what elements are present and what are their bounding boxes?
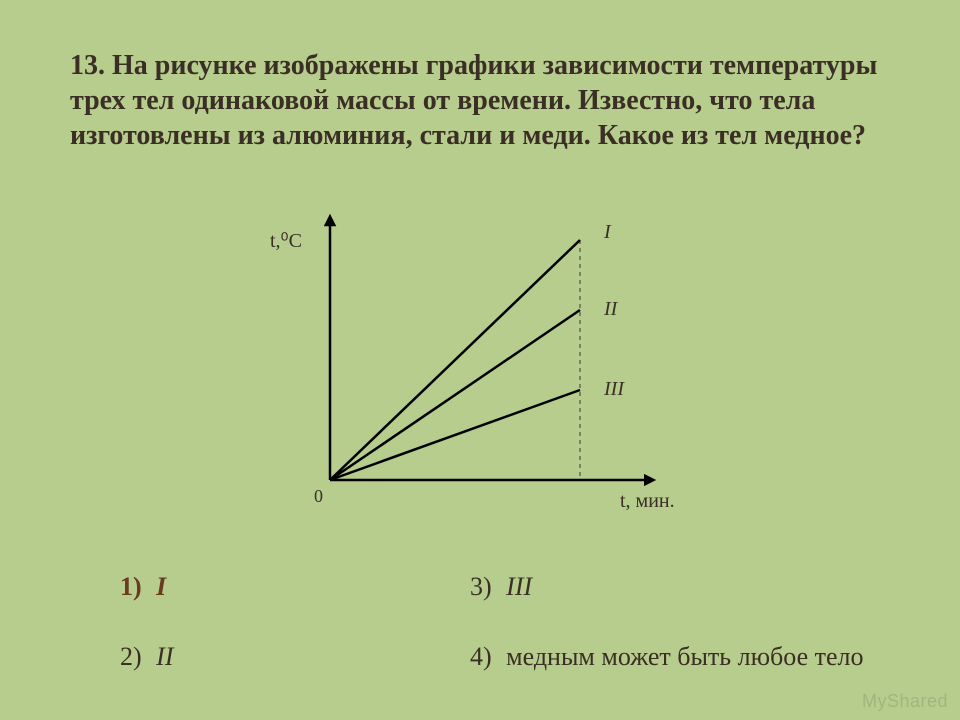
chart-svg — [280, 210, 700, 530]
line-II — [330, 310, 580, 480]
y-axis-label: t,⁰C — [270, 228, 302, 253]
x-axis-label: t, мин. — [620, 490, 675, 513]
answer-4-val: медным может быть любое тело — [506, 642, 863, 671]
answer-4-num: 4) — [470, 642, 492, 671]
answer-2-num: 2) — [120, 642, 142, 671]
answer-3-val: III — [506, 572, 532, 601]
question-text: 13. На рисунке изображены графики зависи… — [70, 48, 890, 153]
answer-1-val: I — [156, 572, 166, 601]
line-I — [330, 240, 580, 480]
origin-label: 0 — [314, 486, 323, 507]
label-line-II: II — [604, 298, 617, 321]
label-line-III: III — [604, 378, 624, 401]
answer-3: 3) III — [470, 572, 532, 602]
watermark: MyShared — [862, 691, 948, 712]
slide: 13. На рисунке изображены графики зависи… — [0, 0, 960, 720]
answer-2: 2) II — [120, 642, 174, 672]
label-line-I: I — [604, 221, 611, 244]
line-III — [330, 390, 580, 480]
answer-1-num: 1) — [120, 572, 142, 601]
answer-3-num: 3) — [470, 572, 492, 601]
answer-1: 1) I — [120, 572, 166, 602]
answer-2-val: II — [156, 642, 173, 671]
answer-4: 4) медным может быть любое тело — [470, 642, 864, 672]
